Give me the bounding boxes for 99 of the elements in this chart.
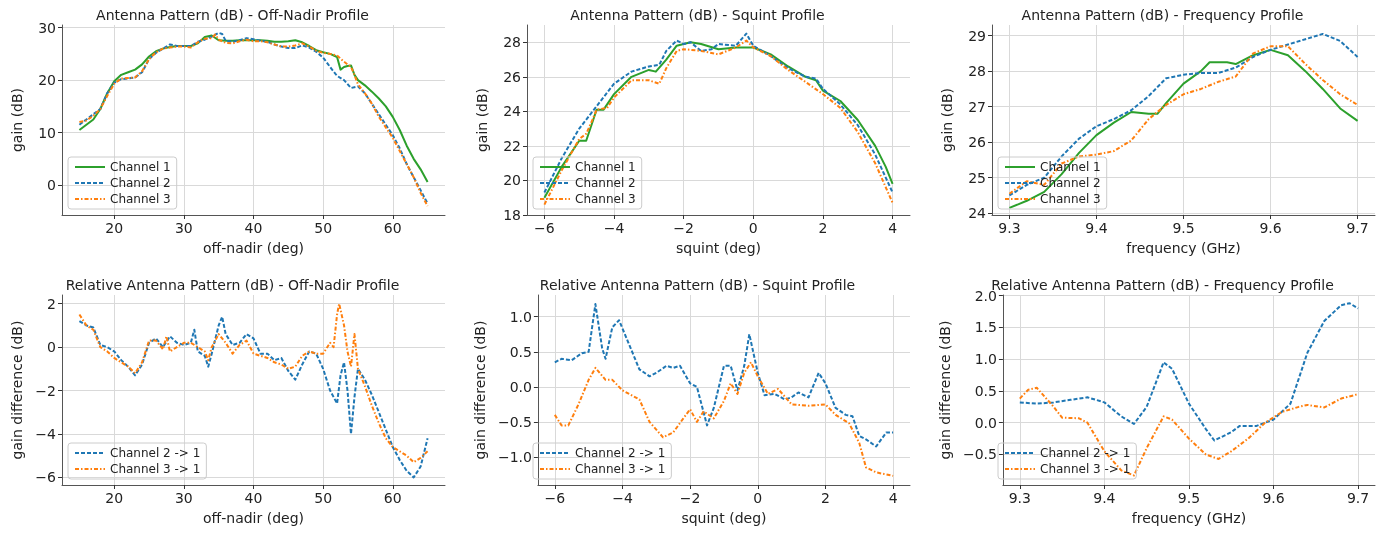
y-tick-label: −0.5	[962, 446, 997, 463]
x-tick-label: 60	[383, 490, 402, 506]
x-tick-label: 9.3	[998, 220, 1021, 236]
y-tick-label: −1.0	[497, 448, 532, 465]
x-tick-label: 60	[383, 220, 402, 236]
line-series	[1018, 302, 1360, 442]
y-tick-label: 0	[47, 177, 56, 194]
x-tick-label: 9.3	[1008, 490, 1031, 506]
x-axis-title: off-nadir (deg)	[202, 510, 305, 526]
y-tick-label: 24	[503, 103, 522, 120]
legend-label: Channel 3	[575, 192, 636, 206]
x-tick-label: 9.7	[1346, 220, 1369, 236]
x-tick-label: 9.5	[1177, 490, 1201, 506]
y-tick-label: −6	[35, 469, 57, 486]
y-tick-label: 1.5	[974, 319, 997, 336]
y-tick-label: −0.5	[497, 413, 532, 430]
line-series	[553, 361, 895, 477]
legend-label: Channel 3	[1040, 192, 1101, 206]
y-tick-label: 30	[38, 19, 56, 36]
legend-label: Channel 1	[575, 160, 636, 174]
x-axis-title: squint (deg)	[681, 510, 767, 526]
y-axis-title: gain difference (dB)	[937, 320, 953, 460]
y-tick-label: 10	[38, 124, 56, 141]
y-axis-title: gain difference (dB)	[472, 320, 488, 460]
x-tick-label: 9.7	[1346, 490, 1370, 506]
y-tick-label: 0.0	[509, 378, 532, 395]
x-tick-label: −4	[603, 220, 625, 236]
y-tick-label: 0.5	[974, 382, 997, 399]
y-tick-label: 20	[503, 172, 521, 189]
x-tick-label: 0	[753, 490, 763, 506]
legend-label: Channel 2 -> 1	[1040, 446, 1131, 460]
x-tick-label: 0	[748, 220, 758, 236]
legend-label: Channel 3	[110, 192, 171, 206]
x-tick-label: 9.6	[1262, 490, 1285, 506]
x-tick-label: 50	[314, 490, 333, 506]
y-tick-label: 28	[503, 34, 521, 51]
chart-title: Antenna Pattern (dB) - Off-Nadir Profile	[96, 7, 369, 23]
x-tick-label: 20	[105, 220, 124, 236]
legend-label: Channel 1	[110, 160, 171, 174]
y-tick-label: 26	[968, 134, 987, 151]
line-series	[1018, 386, 1360, 477]
y-tick-label: 26	[503, 68, 522, 85]
y-tick-label: 29	[968, 27, 986, 44]
x-tick-label: 20	[105, 490, 124, 506]
x-tick-label: −2	[679, 490, 701, 506]
y-tick-label: 0.0	[974, 414, 997, 431]
x-tick-label: 2	[818, 220, 828, 236]
chart-title: Relative Antenna Pattern (dB) - Off-Nadir Profile	[65, 277, 400, 293]
legend-label: Channel 3 -> 1	[575, 462, 666, 476]
x-tick-label: −4	[612, 490, 633, 506]
line-series	[78, 302, 429, 464]
y-tick-label: 0.5	[509, 343, 532, 360]
legend-label: Channel 2	[575, 176, 636, 190]
x-axis-title: off-nadir (deg)	[202, 240, 305, 256]
line-series	[553, 303, 895, 448]
legend-label: Channel 3 -> 1	[1040, 462, 1131, 476]
y-tick-label: −2	[35, 382, 56, 399]
chart-title: Relative Antenna Pattern (dB) - Squint Profile	[539, 277, 856, 293]
line-series	[78, 315, 429, 479]
y-tick-label: 20	[38, 72, 56, 89]
x-tick-label: −6	[544, 490, 566, 506]
y-tick-label: 0	[47, 339, 56, 356]
y-axis-title: gain (dB)	[9, 87, 25, 153]
legend-label: Channel 2 -> 1	[110, 446, 201, 460]
y-tick-label: 18	[503, 207, 521, 223]
x-axis-title: frequency (GHz)	[1131, 510, 1247, 526]
x-tick-label: 30	[174, 220, 193, 236]
y-axis-title: gain difference (dB)	[9, 320, 25, 460]
legend-label: Channel 3 -> 1	[110, 462, 201, 476]
x-tick-label: 40	[244, 490, 263, 506]
x-tick-label: 9.4	[1085, 220, 1108, 236]
y-tick-label: 25	[968, 169, 986, 186]
y-tick-label: −4	[35, 425, 57, 442]
x-tick-label: 9.4	[1093, 490, 1116, 506]
chart-title: Antenna Pattern (dB) - Frequency Profile	[1021, 7, 1304, 23]
x-tick-label: 50	[314, 220, 333, 236]
y-tick-label: 24	[968, 205, 987, 222]
y-tick-label: 1.0	[509, 308, 532, 325]
y-tick-label: 22	[503, 137, 521, 154]
x-tick-label: 40	[244, 220, 263, 236]
y-axis-title: gain (dB)	[474, 87, 490, 153]
legend-label: Channel 2	[110, 176, 171, 190]
chart-title: Antenna Pattern (dB) - Squint Profile	[570, 7, 825, 23]
x-tick-label: 30	[174, 490, 193, 506]
y-tick-label: 2	[47, 295, 56, 312]
legend-label: Channel 2 -> 1	[575, 446, 666, 460]
x-axis-title: frequency (GHz)	[1126, 240, 1241, 256]
x-tick-label: 9.5	[1172, 220, 1195, 236]
x-tick-label: 2	[820, 490, 830, 506]
x-tick-label: −2	[673, 220, 694, 236]
y-tick-label: 28	[968, 63, 986, 80]
x-axis-title: squint (deg)	[675, 240, 762, 256]
x-tick-label: 4	[888, 490, 898, 506]
x-tick-label: 9.6	[1259, 220, 1282, 236]
x-tick-label: 4	[888, 220, 898, 236]
y-tick-label: 27	[968, 98, 986, 115]
y-tick-label: 1.0	[974, 351, 997, 368]
x-tick-label: −6	[534, 220, 555, 236]
y-axis-title: gain (dB)	[939, 87, 955, 153]
